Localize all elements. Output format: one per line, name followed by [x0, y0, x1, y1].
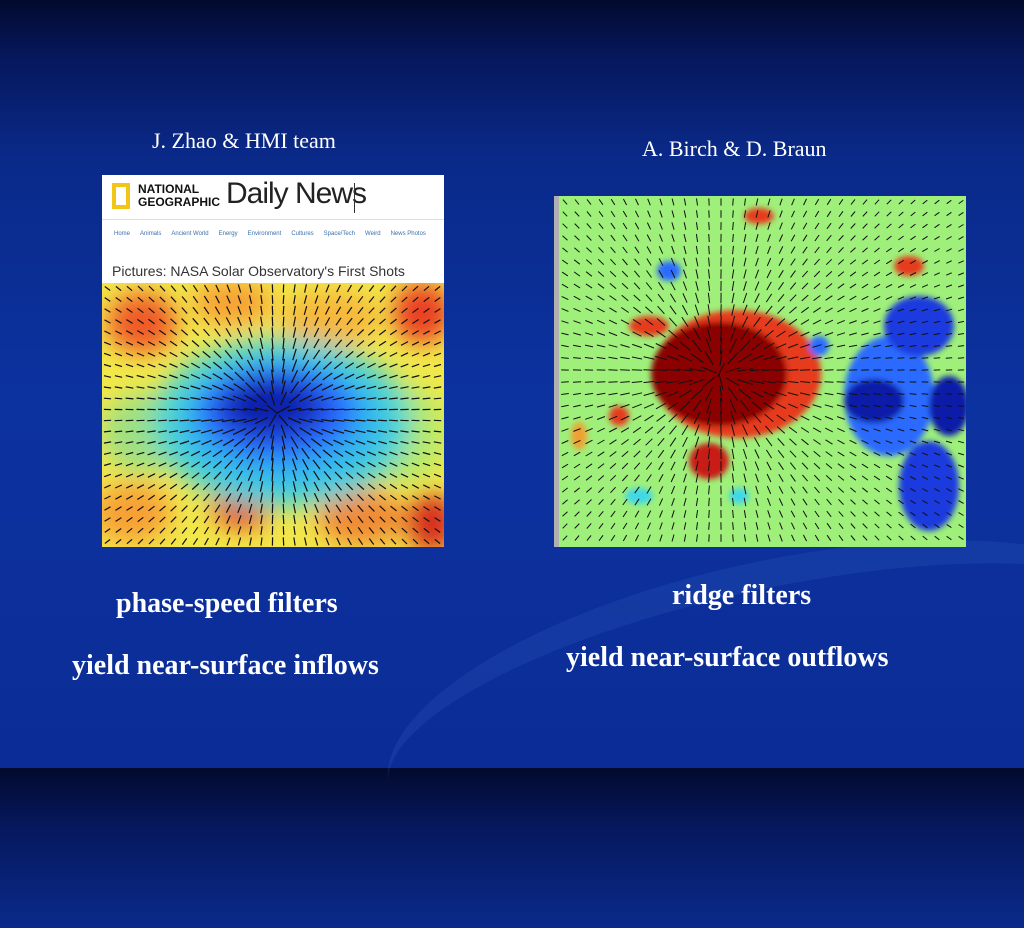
- outflow-flow-map: [559, 196, 966, 547]
- flow-arrow: [272, 338, 273, 349]
- ng-nav-item: Environment: [248, 231, 282, 237]
- flow-arrow: [272, 492, 273, 502]
- flow-arrow: [333, 409, 345, 410]
- ng-nav: Home Animals Ancient World Energy Enviro…: [114, 231, 426, 237]
- flow-arrow: [709, 498, 710, 506]
- flow-arrow: [272, 481, 273, 492]
- flow-arrow: [825, 382, 834, 383]
- national-geographic-screenshot: NATIONAL GEOGRAPHIC Daily News Home Anim…: [102, 175, 444, 547]
- flow-arrow: [283, 327, 284, 337]
- flow-arrow: [733, 210, 734, 217]
- flow-arrow: [115, 431, 122, 432]
- flow-arrow: [709, 246, 710, 254]
- flow-arrow: [434, 398, 441, 399]
- flow-arrow: [283, 504, 284, 514]
- flow-arrow: [321, 409, 334, 410]
- flow-arrow: [147, 420, 155, 421]
- flow-arrow: [283, 515, 284, 524]
- flow-arrow: [158, 420, 167, 421]
- flow-arrow: [389, 420, 398, 421]
- ng-nav-item: News Photos: [391, 231, 426, 237]
- flow-arrow: [721, 411, 722, 425]
- flow-arrow: [434, 431, 441, 432]
- flow-arrow: [709, 234, 710, 242]
- left-caption-line2: yield near-surface inflows: [72, 650, 379, 682]
- flow-arrow: [709, 522, 710, 530]
- flow-arrow: [423, 398, 431, 399]
- ng-header: NATIONAL GEOGRAPHIC Daily News Home Anim…: [102, 175, 444, 283]
- ng-nav-item: Home: [114, 231, 130, 237]
- flow-arrow: [180, 420, 190, 421]
- ng-brand: Daily News: [226, 177, 366, 211]
- flow-arrow: [283, 306, 284, 315]
- flow-arrow: [934, 394, 940, 395]
- flow-arrow: [837, 382, 846, 383]
- flow-arrow: [632, 370, 642, 371]
- ng-nav-item: Space/Tech: [324, 231, 355, 237]
- flow-arrow: [115, 398, 122, 399]
- flow-arrow: [126, 398, 134, 399]
- flow-arrow: [922, 394, 929, 395]
- left-credit: J. Zhao & HMI team: [152, 128, 336, 154]
- flow-arrow: [212, 409, 224, 410]
- flow-arrow: [643, 370, 654, 371]
- flow-arrow: [910, 358, 917, 359]
- text-cursor: [354, 183, 355, 213]
- flow-arrow: [585, 382, 593, 383]
- flow-arrow: [709, 510, 710, 518]
- flow-arrow: [344, 409, 355, 410]
- inflow-flow-map: [102, 283, 444, 547]
- right-caption-line1: ridge filters: [672, 580, 811, 612]
- flow-arrow: [946, 394, 952, 395]
- flow-arrow: [922, 358, 929, 359]
- ng-nav-item: Cultures: [291, 231, 313, 237]
- flow-arrow: [283, 317, 284, 327]
- ng-headline: Pictures: NASA Solar Observatory's First…: [112, 263, 405, 279]
- flow-arrow: [885, 358, 892, 359]
- ng-nav-item: Animals: [140, 231, 161, 237]
- flow-arrow: [137, 398, 145, 399]
- flow-arrow: [283, 295, 284, 304]
- ng-nav-item: Ancient World: [171, 231, 208, 237]
- flow-arrow: [412, 398, 420, 399]
- background-swoosh: [359, 480, 1024, 928]
- ng-nav-item: Energy: [219, 231, 238, 237]
- flow-arrow: [378, 420, 387, 421]
- flow-arrow: [367, 420, 377, 421]
- flow-arrow: [272, 327, 273, 337]
- flow-arrow: [898, 358, 905, 359]
- right-credit: A. Birch & D. Braun: [642, 136, 827, 162]
- flow-arrow: [283, 492, 284, 502]
- flow-arrow: [597, 382, 606, 383]
- flow-arrow: [788, 370, 799, 371]
- flow-arrow: [169, 420, 178, 421]
- ng-logo-text: NATIONAL GEOGRAPHIC: [138, 183, 220, 209]
- ng-nav-item: Weird: [365, 231, 381, 237]
- ng-divider: [102, 219, 444, 220]
- ng-logo-icon: [112, 183, 130, 209]
- flow-arrow: [733, 534, 734, 541]
- flow-arrow: [608, 382, 617, 383]
- flow-arrow: [958, 394, 964, 395]
- left-caption-line1: phase-speed filters: [116, 588, 338, 620]
- flow-arrow: [272, 470, 273, 482]
- outflow-flow-map-frame: [554, 196, 966, 547]
- flow-arrow: [104, 431, 111, 432]
- flow-arrow: [201, 409, 212, 410]
- right-caption-line2: yield near-surface outflows: [566, 642, 888, 674]
- flow-arrow: [104, 398, 111, 399]
- flow-arrow: [709, 222, 710, 230]
- flow-arrow: [733, 198, 734, 205]
